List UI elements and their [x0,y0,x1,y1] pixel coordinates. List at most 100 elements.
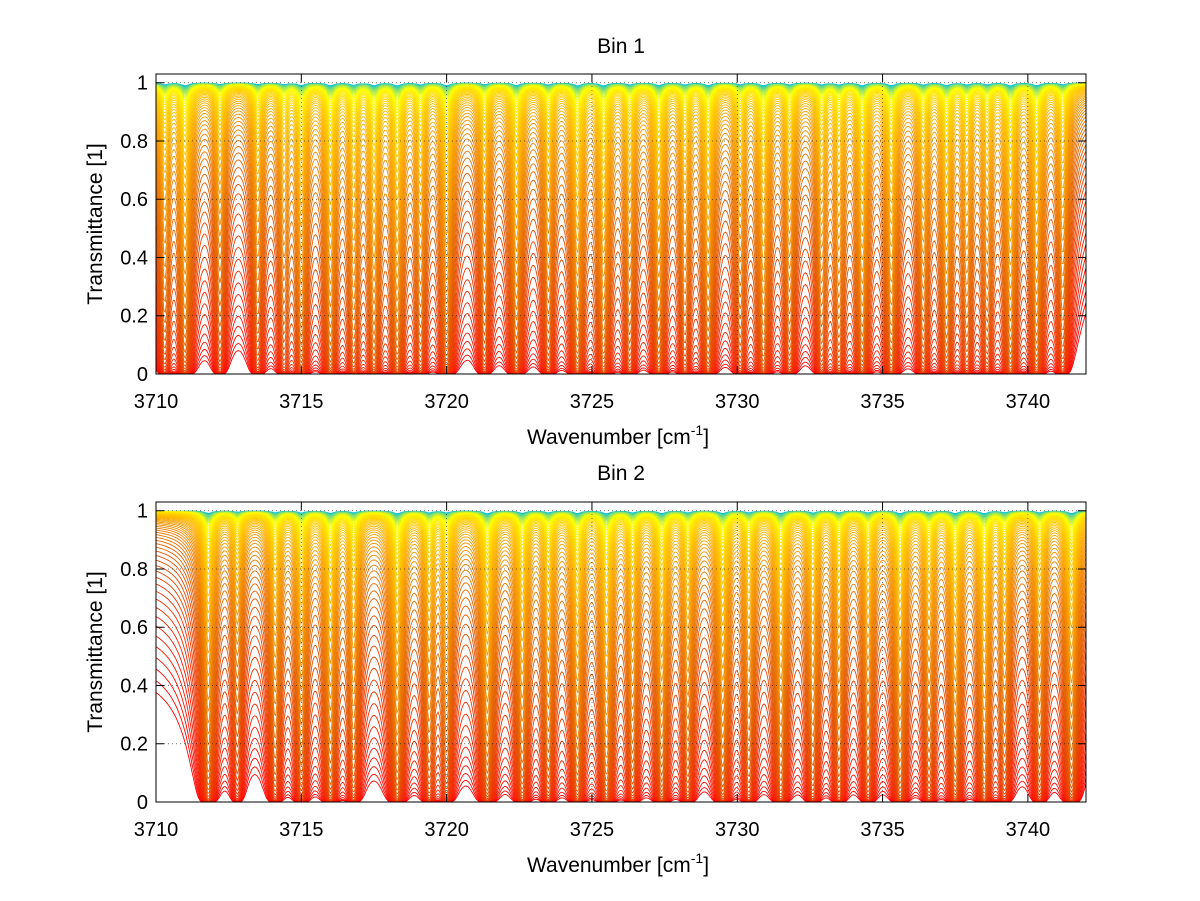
series-line [155,181,1087,374]
y-tick-label: 0.8 [120,131,148,153]
series-line [155,92,1087,201]
x-axis-label-superscript: -1 [691,422,704,438]
y-axis-label: Transmittance [1] [84,143,107,304]
series-line [155,607,1087,803]
y-axis-label: Transmittance [1] [84,571,107,732]
series-line [156,511,1087,538]
series-line [155,550,1087,792]
series-line [155,590,1087,803]
series-line [155,534,1087,759]
x-tick-label: 3710 [134,391,179,413]
series-line [156,512,1087,556]
series-line [155,522,1087,692]
x-axis-label: Wavenumber [cm-1] [527,850,709,877]
series-line [155,165,1087,372]
axes-box [155,501,1087,803]
series-line [155,583,1087,802]
y-tick-label: 1 [137,501,148,523]
series-line [155,536,1087,767]
series-line [155,255,1087,375]
series-line [155,527,1087,728]
series-line [155,511,1087,541]
series-line [155,190,1087,375]
series-line [155,116,1087,324]
series-line [155,128,1087,349]
series-line [155,83,1086,106]
series-line [156,512,1087,548]
series-line [155,112,1087,314]
series-line [155,87,1087,145]
series-line [155,524,1087,704]
series-line [155,517,1087,636]
series-line [155,570,1087,801]
series-line [155,102,1087,268]
y-tick-label: 1 [137,73,148,95]
axis-ticks: 3710 3715 3720 3725 3730 3735 3740 0 0.2 0.4 0.6 0.… [120,501,1086,841]
plot-area: 3710 3715 3720 3725 3730 3735 3740 0 0.2 0.4 0.6 0.… [120,73,1087,413]
x-axis-label-end: ] [703,854,709,877]
series-line [155,96,1087,233]
series-line [155,100,1087,257]
y-tick-label: 0.6 [120,189,148,211]
series-line [155,521,1087,681]
series-line [155,84,1087,108]
grid [156,74,1086,374]
series-line [155,109,1087,303]
series-line [155,221,1087,375]
series-line [155,546,1087,788]
x-tick-label: 3735 [860,391,905,413]
series-line [155,89,1087,174]
y-tick-label: 0.4 [120,247,148,269]
series-line [155,511,1087,529]
y-tick-label: 0.2 [120,734,148,756]
series-line [155,173,1087,373]
y-tick-label: 0.6 [120,617,148,639]
series-line [155,86,1087,140]
series-line [155,514,1087,585]
series-line [155,564,1087,800]
series-line [156,516,1087,626]
series-line [155,85,1087,125]
series-line [155,157,1087,371]
series-line [156,513,1087,566]
series-line [155,133,1087,356]
x-tick-label: 3710 [134,819,179,841]
y-tick-label: 0.2 [120,306,148,328]
x-tick-label: 3720 [424,819,469,841]
series-line [155,98,1087,245]
x-axis-label-text: Wavenumber [cm [527,426,691,449]
series-line [156,511,1087,544]
series-line [155,529,1087,738]
series-line [155,104,1087,280]
series-line [155,243,1087,375]
series-line [155,84,1087,117]
series-line [155,531,1087,749]
x-tick-label: 3715 [279,819,324,841]
y-tick-label: 0 [137,364,148,386]
x-tick-label: 3715 [279,391,324,413]
series-line [156,511,1087,535]
series-line [155,279,1087,375]
series-line [155,83,1086,100]
x-axis-label-end: ] [703,426,709,449]
subplot-bin-1: Bin 1 3710 3715 3720 3725 3730 3735 3740 0 0.2 0.… [84,35,1087,449]
series-line [155,138,1087,361]
series-line [155,84,1087,114]
x-tick-label: 3735 [860,819,905,841]
series-line [155,291,1087,375]
series-line [155,200,1087,375]
series-line [155,525,1087,716]
x-tick-label: 3740 [1006,819,1051,841]
x-axis-label-text: Wavenumber [cm [527,854,691,877]
series-line [155,107,1087,292]
series-line [155,83,1086,103]
axes-box [155,73,1087,375]
series-line [155,90,1087,183]
x-tick-label: 3725 [570,391,615,413]
series-line [155,267,1087,375]
series-line [156,513,1087,572]
grid [156,502,1086,802]
series-line [155,543,1087,782]
x-tick-label: 3730 [715,391,760,413]
